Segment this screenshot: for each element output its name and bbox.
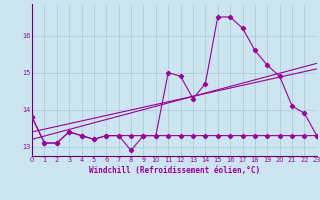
X-axis label: Windchill (Refroidissement éolien,°C): Windchill (Refroidissement éolien,°C) (89, 166, 260, 175)
